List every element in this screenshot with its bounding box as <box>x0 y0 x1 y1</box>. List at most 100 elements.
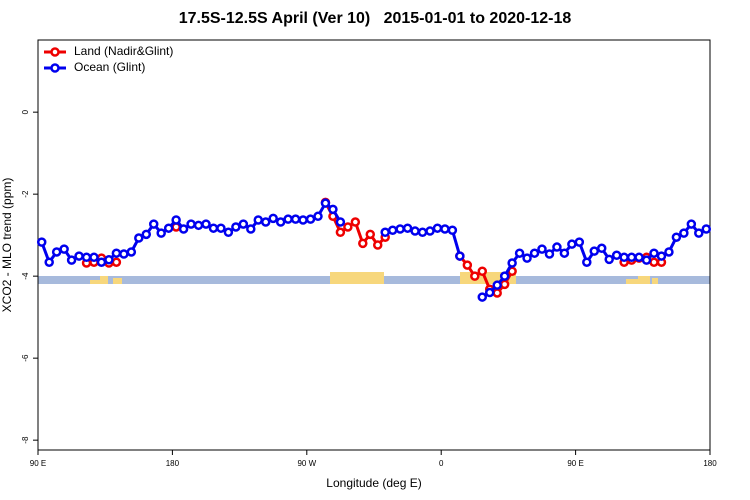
land-band <box>652 278 658 284</box>
data-point <box>417 227 428 238</box>
data-point <box>148 219 159 229</box>
data-point <box>275 217 286 227</box>
surface-band <box>38 272 710 284</box>
data-point <box>492 288 502 298</box>
data-point <box>380 227 390 238</box>
data-point <box>156 228 166 238</box>
data-point <box>477 292 488 302</box>
x-tick-label: 90 E <box>30 459 46 468</box>
data-point <box>514 248 525 258</box>
data-point <box>171 215 181 225</box>
data-point <box>260 217 271 227</box>
data-point <box>679 228 689 238</box>
data-point <box>619 252 629 263</box>
legend-label: Ocean (Glint) <box>74 60 145 74</box>
data-point <box>238 219 249 229</box>
legend-label: Land (Nadir&Glint) <box>74 44 173 58</box>
legend-marker <box>50 47 60 57</box>
y-tick-label: -2 <box>21 190 30 198</box>
data-point <box>634 252 644 263</box>
data-point <box>559 248 570 258</box>
data-point <box>134 233 144 243</box>
data-point <box>89 252 99 263</box>
data-point <box>522 253 532 263</box>
data-point <box>335 217 346 227</box>
data-point <box>686 219 697 229</box>
land-band <box>330 272 384 284</box>
data-point <box>126 247 137 257</box>
data-point <box>537 244 547 254</box>
x-tick-label: 180 <box>166 459 180 468</box>
y-tick-label: -6 <box>21 354 30 362</box>
data-point <box>81 252 92 263</box>
data-point <box>290 214 301 224</box>
data-point <box>268 213 278 224</box>
legend-marker <box>50 63 60 73</box>
data-point <box>492 280 502 290</box>
data-point <box>141 229 152 240</box>
data-point <box>529 248 540 258</box>
data-point <box>604 254 614 265</box>
x-tick-label: 90 W <box>297 459 316 468</box>
data-point <box>372 240 383 250</box>
land-band <box>113 278 122 284</box>
data-point <box>208 223 219 233</box>
data-point <box>59 244 69 254</box>
data-point <box>253 215 264 225</box>
y-axis-label: XCO2 - MLO trend (ppm) <box>0 178 14 313</box>
y-tick-label: 0 <box>21 109 30 114</box>
data-point <box>611 250 622 260</box>
data-point <box>66 255 77 265</box>
data-point <box>51 247 62 257</box>
data-point <box>552 242 562 252</box>
data-point <box>350 217 361 227</box>
data-point <box>186 219 196 229</box>
data-point <box>432 223 443 233</box>
data-point <box>119 249 129 259</box>
data-point <box>499 271 510 281</box>
data-point <box>425 226 435 236</box>
data-point <box>507 258 517 268</box>
data-point <box>470 271 480 281</box>
data-point <box>320 198 331 208</box>
data-point <box>44 257 54 267</box>
land-band <box>638 276 650 284</box>
x-axis-label: Longitude (deg E) <box>326 476 421 490</box>
x-tick-label: 0 <box>439 459 444 468</box>
x-tick-label: 90 E <box>567 459 583 468</box>
data-point <box>328 204 338 215</box>
data-point <box>574 237 585 247</box>
data-point <box>455 251 465 261</box>
data-point <box>96 257 107 267</box>
data-point <box>111 248 122 258</box>
data-point <box>649 257 659 267</box>
data-point <box>440 224 450 234</box>
data-point <box>484 287 495 298</box>
data-point <box>313 211 323 222</box>
data-point <box>298 215 308 225</box>
y-tick-label: -4 <box>21 272 30 280</box>
land-band <box>100 276 108 284</box>
data-point <box>246 224 256 234</box>
data-point <box>477 266 488 276</box>
data-point <box>387 225 398 235</box>
data-point <box>402 223 413 233</box>
data-point <box>193 220 204 231</box>
data-point <box>343 222 353 232</box>
data-point <box>358 238 368 249</box>
land-band <box>626 279 638 284</box>
y-tick-label: -8 <box>21 436 30 444</box>
data-point <box>111 257 122 267</box>
data-point <box>283 214 293 224</box>
data-point <box>649 248 659 258</box>
data-point <box>656 251 667 261</box>
data-point <box>544 249 555 259</box>
data-point <box>626 252 637 263</box>
data-point <box>335 227 346 238</box>
data-point <box>694 228 704 238</box>
data-point <box>641 255 652 265</box>
data-point <box>36 237 47 247</box>
land-band <box>90 280 102 284</box>
data-point <box>589 246 600 256</box>
